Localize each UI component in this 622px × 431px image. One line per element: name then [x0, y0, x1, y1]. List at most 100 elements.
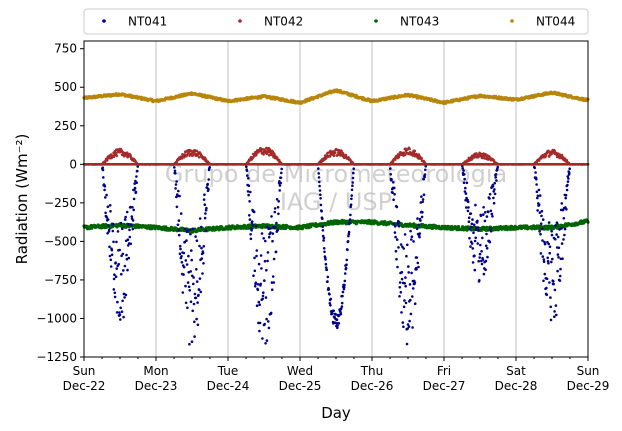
point-NT041: [319, 193, 322, 196]
point-NT041: [568, 167, 571, 170]
point-NT041: [133, 182, 136, 185]
point-NT041: [261, 337, 264, 340]
point-NT041: [134, 190, 138, 194]
point-NT041: [407, 265, 410, 268]
point-NT041: [192, 302, 196, 306]
point-NT041: [535, 190, 539, 194]
point-NT041: [556, 269, 559, 273]
point-NT041: [393, 186, 396, 190]
point-NT041: [261, 294, 265, 298]
point-NT041: [542, 260, 546, 264]
point-NT041: [546, 259, 550, 263]
point-NT041: [177, 219, 181, 222]
point-NT041: [321, 225, 324, 228]
point-NT041: [201, 272, 204, 275]
point-NT041: [188, 228, 192, 232]
point-NT041: [560, 202, 564, 205]
point-NT041: [207, 178, 210, 181]
point-NT041: [176, 194, 179, 198]
point-NT041: [423, 175, 427, 179]
x-tick-label-date: Dec-28: [495, 379, 538, 393]
point-NT041: [324, 258, 327, 261]
point-NT041: [136, 165, 139, 168]
point-NT041: [562, 238, 565, 241]
point-NT041: [324, 266, 328, 269]
point-NT042: [344, 153, 348, 157]
point-NT042: [391, 160, 395, 163]
point-NT041: [197, 288, 201, 292]
point-NT041: [486, 255, 489, 259]
point-NT041: [102, 176, 105, 179]
point-NT041: [271, 275, 275, 278]
point-NT041: [494, 176, 498, 179]
point-NT041: [255, 254, 258, 258]
point-NT041: [339, 307, 343, 311]
point-NT041: [264, 342, 267, 345]
point-NT041: [466, 200, 470, 204]
point-NT042: [105, 159, 109, 162]
y-tick-label: 0: [69, 157, 77, 171]
y-tick-label: −250: [44, 196, 77, 210]
point-NT041: [192, 276, 195, 279]
point-NT041: [127, 223, 130, 226]
point-NT041: [126, 244, 130, 247]
point-NT041: [472, 231, 475, 235]
point-NT041: [424, 165, 428, 168]
point-NT041: [462, 169, 465, 172]
point-NT041: [246, 174, 249, 177]
point-NT041: [344, 266, 348, 270]
watermark: Grupo de Micrometeorologia IAG / USP: [165, 160, 507, 216]
point-NT041: [464, 192, 468, 195]
point-NT041: [424, 168, 427, 172]
point-NT041: [492, 201, 496, 205]
point-NT041: [421, 198, 425, 201]
point-NT041: [111, 229, 115, 233]
x-tick-label-day: Fri: [437, 364, 451, 378]
point-NT041: [135, 175, 138, 178]
point-NT041: [558, 228, 561, 231]
point-NT041: [321, 217, 324, 220]
point-NT041: [179, 212, 183, 215]
point-NT041: [258, 321, 262, 325]
point-NT041: [194, 235, 197, 238]
point-NT041: [405, 254, 408, 258]
point-NT041: [550, 260, 553, 264]
point-NT041: [348, 218, 352, 221]
point-NT041: [272, 281, 276, 284]
point-NT041: [535, 183, 538, 186]
point-NT041: [542, 258, 546, 261]
point-NT041: [257, 262, 261, 266]
point-NT041: [418, 232, 422, 235]
point-NT041: [485, 215, 489, 218]
point-NT041: [190, 340, 194, 344]
point-NT041: [106, 232, 109, 235]
point-NT041: [203, 216, 207, 220]
point-NT041: [127, 256, 131, 260]
point-NT041: [533, 166, 536, 170]
legend-label-NT044: NT044: [536, 15, 575, 29]
point-NT041: [470, 225, 473, 229]
point-NT041: [496, 165, 500, 169]
point-NT041: [537, 203, 541, 207]
point-NT041: [132, 208, 135, 212]
point-NT041: [392, 181, 395, 184]
point-NT041: [124, 293, 128, 297]
point-NT041: [539, 222, 543, 225]
y-tick-label: 750: [54, 42, 77, 56]
point-NT041: [253, 285, 257, 288]
point-NT041: [541, 239, 544, 242]
point-NT041: [119, 318, 122, 321]
point-NT041: [196, 323, 200, 327]
point-NT041: [197, 293, 200, 297]
point-NT042: [342, 153, 345, 156]
grid-lines: [155, 41, 517, 357]
point-NT041: [469, 245, 472, 248]
point-NT042: [568, 162, 571, 166]
point-NT041: [110, 248, 114, 252]
point-NT041: [202, 198, 206, 201]
point-NT041: [555, 233, 558, 236]
point-NT041: [488, 240, 492, 244]
point-NT041: [409, 229, 412, 233]
point-NT041: [106, 218, 110, 221]
point-NT041: [174, 172, 177, 175]
